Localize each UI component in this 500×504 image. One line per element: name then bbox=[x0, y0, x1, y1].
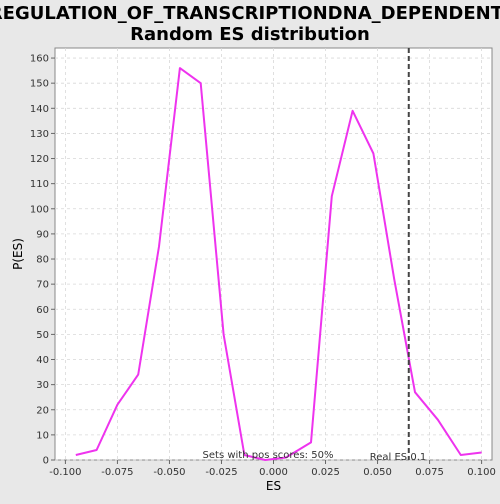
x-tick-label: -0.025 bbox=[205, 467, 237, 478]
chart-title-line1: REGULATION_OF_TRANSCRIPTIONDNA_DEPENDENT… bbox=[0, 3, 500, 24]
y-tick-label: 140 bbox=[30, 104, 49, 115]
pos-scores-annotation: Sets with pos scores: 50% bbox=[203, 450, 334, 461]
x-tick-label: 0.075 bbox=[415, 467, 444, 478]
y-tick-label: 60 bbox=[36, 305, 49, 316]
y-tick-label: 90 bbox=[36, 229, 49, 240]
x-tick-label: 0.050 bbox=[363, 467, 392, 478]
y-tick-label: 160 bbox=[30, 54, 49, 65]
real-es-annotation: Real ES 0.1 bbox=[370, 452, 426, 463]
y-axis-ticks: 0 10 20 30 40 50 60 70 80 90 100 110 120 130 140 150 160 bbox=[30, 54, 55, 467]
y-tick-label: 40 bbox=[36, 355, 49, 366]
y-tick-label: 0 bbox=[43, 456, 49, 467]
y-tick-label: 130 bbox=[30, 129, 49, 140]
y-axis-label: P(ES) bbox=[11, 238, 25, 270]
x-axis-ticks: -0.100 -0.075 -0.050 -0.025 0.000 0.025 0.050 0… bbox=[49, 460, 496, 478]
y-tick-label: 110 bbox=[30, 179, 49, 190]
y-tick-label: 100 bbox=[30, 204, 49, 215]
y-tick-label: 80 bbox=[36, 255, 49, 266]
y-tick-label: 120 bbox=[30, 154, 49, 165]
x-axis-label: ES bbox=[266, 479, 281, 493]
y-tick-label: 50 bbox=[36, 330, 49, 341]
y-tick-label: 70 bbox=[36, 280, 49, 291]
series-layer bbox=[75, 67, 482, 461]
x-tick-label: -0.050 bbox=[153, 467, 185, 478]
y-tick-label: 150 bbox=[30, 79, 49, 90]
y-tick-label: 10 bbox=[36, 430, 49, 441]
x-tick-label: 0.025 bbox=[311, 467, 340, 478]
x-tick-label: 0.000 bbox=[259, 467, 288, 478]
es-distribution-line bbox=[75, 67, 482, 461]
x-tick-label: -0.075 bbox=[101, 467, 133, 478]
y-tick-label: 20 bbox=[36, 405, 49, 416]
x-tick-label: 0.100 bbox=[467, 467, 496, 478]
x-tick-label: -0.100 bbox=[49, 467, 81, 478]
y-tick-label: 30 bbox=[36, 380, 49, 391]
chart-title-line2: Random ES distribution bbox=[130, 24, 370, 45]
